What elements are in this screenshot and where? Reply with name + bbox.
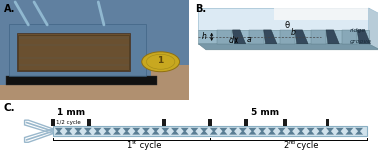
Polygon shape	[355, 128, 363, 135]
Text: 1/2 cycle: 1/2 cycle	[56, 120, 81, 125]
Text: groove: groove	[350, 39, 372, 44]
FancyBboxPatch shape	[325, 119, 329, 126]
Text: B.: B.	[195, 4, 206, 14]
Text: h: h	[202, 32, 207, 41]
Text: θ: θ	[285, 21, 290, 30]
Polygon shape	[295, 30, 308, 44]
Circle shape	[142, 52, 180, 72]
Polygon shape	[220, 128, 228, 135]
FancyBboxPatch shape	[244, 119, 248, 126]
FancyBboxPatch shape	[17, 33, 130, 71]
FancyBboxPatch shape	[6, 76, 157, 85]
Text: nd: nd	[288, 140, 295, 145]
Polygon shape	[316, 128, 324, 135]
Polygon shape	[217, 30, 232, 44]
Text: 5 mm: 5 mm	[251, 108, 280, 117]
Text: st: st	[132, 140, 136, 145]
Polygon shape	[274, 8, 369, 20]
FancyBboxPatch shape	[208, 119, 212, 126]
FancyBboxPatch shape	[9, 24, 146, 76]
Polygon shape	[103, 128, 111, 135]
Polygon shape	[280, 30, 295, 44]
Polygon shape	[200, 128, 208, 135]
Polygon shape	[297, 128, 305, 135]
Polygon shape	[191, 128, 198, 135]
Polygon shape	[239, 128, 247, 135]
Polygon shape	[345, 128, 353, 135]
Polygon shape	[0, 65, 189, 100]
FancyBboxPatch shape	[163, 119, 166, 126]
Polygon shape	[369, 8, 378, 50]
Polygon shape	[198, 44, 378, 50]
FancyBboxPatch shape	[87, 119, 91, 126]
Polygon shape	[277, 128, 285, 135]
Polygon shape	[232, 30, 246, 44]
Text: d: d	[229, 36, 234, 45]
Text: cycle: cycle	[137, 141, 161, 151]
Text: b: b	[291, 28, 295, 37]
FancyBboxPatch shape	[0, 0, 189, 100]
Polygon shape	[249, 30, 264, 44]
FancyBboxPatch shape	[53, 126, 367, 136]
Text: 1: 1	[126, 141, 132, 151]
Text: 1: 1	[158, 56, 164, 65]
Polygon shape	[122, 128, 130, 135]
Polygon shape	[161, 128, 169, 135]
Polygon shape	[55, 128, 63, 135]
Polygon shape	[74, 128, 82, 135]
Text: ridge: ridge	[350, 28, 366, 33]
Polygon shape	[229, 128, 237, 135]
Polygon shape	[113, 128, 121, 135]
Polygon shape	[326, 30, 339, 44]
Polygon shape	[181, 128, 189, 135]
Text: C.: C.	[4, 103, 15, 113]
Text: 2: 2	[283, 141, 288, 151]
Polygon shape	[132, 128, 140, 135]
Polygon shape	[287, 128, 295, 135]
Text: A.: A.	[4, 4, 15, 14]
FancyBboxPatch shape	[283, 119, 287, 126]
Polygon shape	[171, 128, 179, 135]
Text: a: a	[247, 35, 252, 44]
Polygon shape	[326, 128, 334, 135]
Polygon shape	[357, 30, 370, 44]
Polygon shape	[198, 8, 369, 30]
Polygon shape	[311, 30, 326, 44]
Text: 1 mm: 1 mm	[57, 108, 85, 117]
FancyBboxPatch shape	[51, 119, 55, 126]
Text: cycle: cycle	[294, 141, 318, 151]
Polygon shape	[84, 128, 92, 135]
Polygon shape	[342, 30, 357, 44]
Polygon shape	[210, 128, 218, 135]
Polygon shape	[94, 128, 102, 135]
Polygon shape	[152, 128, 160, 135]
Polygon shape	[142, 128, 150, 135]
Polygon shape	[258, 128, 266, 135]
Polygon shape	[307, 128, 314, 135]
Polygon shape	[249, 128, 257, 135]
Polygon shape	[268, 128, 276, 135]
Polygon shape	[65, 128, 73, 135]
Polygon shape	[264, 30, 277, 44]
Polygon shape	[198, 30, 369, 44]
Polygon shape	[336, 128, 344, 135]
